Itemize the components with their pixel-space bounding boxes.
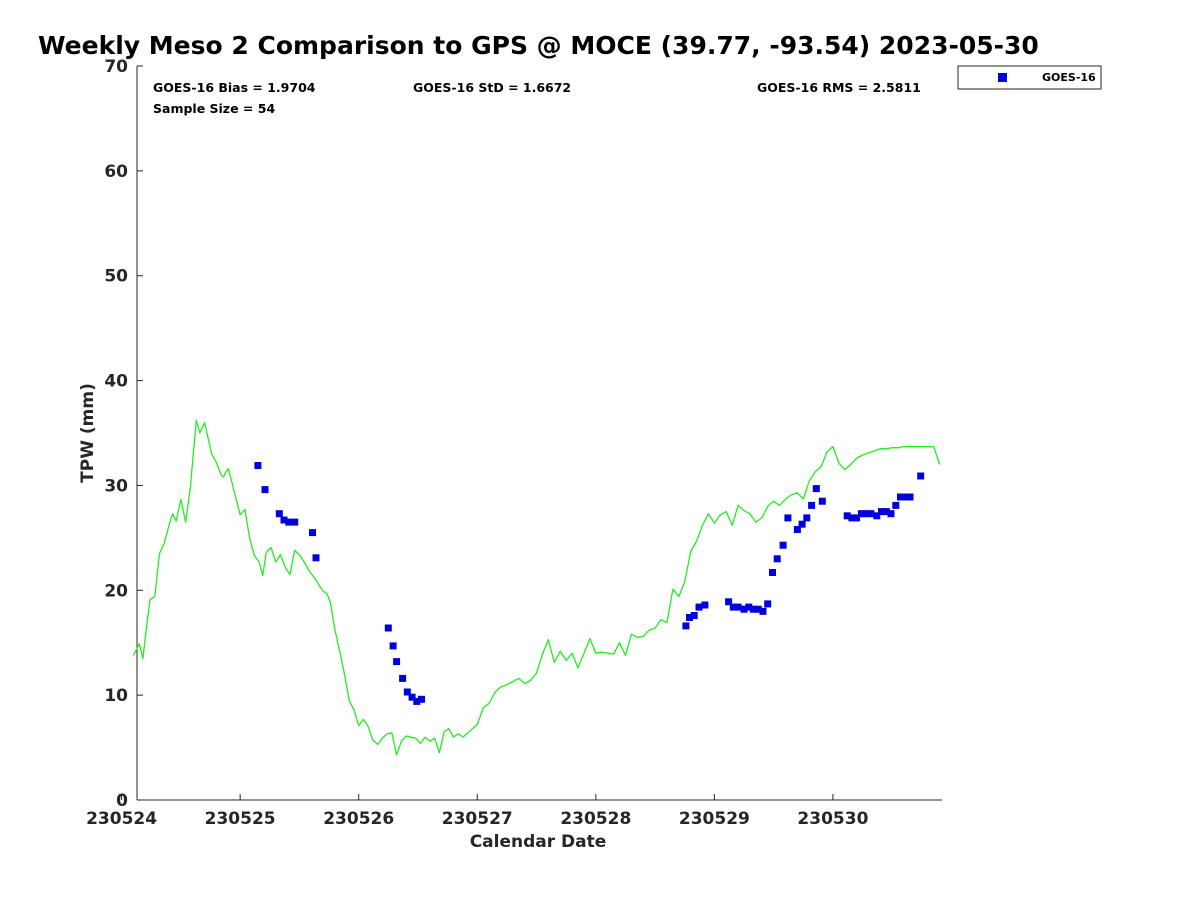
goes16-point [312, 554, 320, 562]
goes16-point [853, 514, 861, 522]
legend-box [957, 65, 1102, 90]
goes16-point [773, 555, 781, 563]
goes16-point [759, 607, 767, 615]
goes16-point [682, 622, 690, 630]
y-tick-label: 40 [104, 372, 128, 392]
goes16-point [734, 603, 742, 611]
goes16-point [878, 508, 885, 516]
gps-series-line [132, 419, 941, 756]
y-tick-label: 70 [104, 57, 128, 77]
goes16-point [764, 600, 772, 608]
goes16-point [701, 601, 709, 609]
x-tick-label: 230530 [797, 809, 868, 829]
legend-label-goes16: GOES-16 [1042, 71, 1096, 84]
y-tick-label: 30 [104, 476, 128, 496]
goes16-point [754, 605, 762, 613]
goes16-point [857, 510, 865, 518]
goes16-point [690, 612, 698, 619]
goes16-point [285, 518, 293, 526]
x-tick-label: 230527 [442, 809, 513, 829]
goes16-point [873, 512, 881, 520]
goes16-point [901, 493, 909, 501]
goes16-point [793, 526, 801, 533]
y-tick-label: 20 [104, 581, 128, 601]
goes16-point [843, 512, 851, 520]
goes16-point [848, 514, 856, 522]
sample-size-stat: Sample Size = 54 [153, 101, 275, 116]
rms-stat: GOES-16 RMS = 2.5811 [757, 80, 921, 95]
goes16-point [784, 514, 792, 522]
chart-title: Weekly Meso 2 Comparison to GPS @ MOCE (… [38, 31, 1039, 60]
goes16-point [399, 674, 407, 682]
goes16-point [725, 598, 733, 606]
x-tick-label: 230526 [323, 809, 394, 829]
x-tick-label: 230525 [205, 809, 276, 829]
goes16-point [393, 658, 401, 666]
goes16-point [261, 486, 269, 494]
goes16-point [862, 510, 870, 518]
goes16-point [408, 693, 416, 701]
goes16-point [418, 695, 425, 703]
y-tick-label: 50 [104, 267, 128, 287]
goes16-point [389, 642, 397, 650]
goes16-point [779, 541, 787, 549]
goes16-point [906, 493, 914, 501]
goes16-point [740, 605, 748, 613]
goes16-point [745, 603, 753, 611]
goes16-point [808, 501, 816, 509]
y-tick-label: 0 [116, 791, 128, 811]
y-axis-label: TPW (mm) [78, 383, 98, 483]
goes16-point [695, 603, 703, 611]
bias-stat: GOES-16 Bias = 1.9704 [153, 80, 316, 95]
goes16-point [892, 501, 900, 509]
goes16-point [867, 510, 875, 518]
goes16-point [887, 510, 895, 518]
x-tick-label: 230529 [679, 809, 750, 829]
x-axis-label: Calendar Date [470, 832, 607, 852]
x-tick-label: 230524 [86, 809, 157, 829]
plot-area: 0 10 20 30 40 50 60 70 230524 230525 230526 230527 2… [86, 57, 942, 829]
goes16-point [254, 462, 262, 469]
goes16-point [917, 472, 925, 480]
legend: GOES-16 [957, 65, 1102, 90]
goes16-point [309, 529, 316, 537]
goes16-point [798, 520, 806, 528]
y-tick-label: 10 [104, 686, 128, 706]
goes16-point [403, 688, 411, 696]
goes16-point [384, 624, 392, 632]
legend-marker-goes16 [998, 73, 1007, 82]
goes16-point [818, 497, 826, 505]
goes16-point [291, 518, 299, 526]
goes16-point [769, 569, 776, 576]
y-tick-label: 60 [104, 162, 128, 182]
goes16-point [897, 493, 904, 501]
std-stat: GOES-16 StD = 1.6672 [413, 80, 571, 95]
goes16-point [803, 514, 811, 522]
x-tick-label: 230528 [560, 809, 631, 829]
goes16-points [254, 462, 925, 705]
goes16-point [413, 697, 421, 705]
goes16-point [686, 614, 693, 621]
goes16-point [275, 510, 283, 518]
goes16-point [882, 508, 890, 516]
goes16-point [280, 516, 288, 524]
goes16-point [812, 485, 820, 493]
goes16-point [750, 605, 757, 613]
goes16-point [729, 603, 737, 611]
